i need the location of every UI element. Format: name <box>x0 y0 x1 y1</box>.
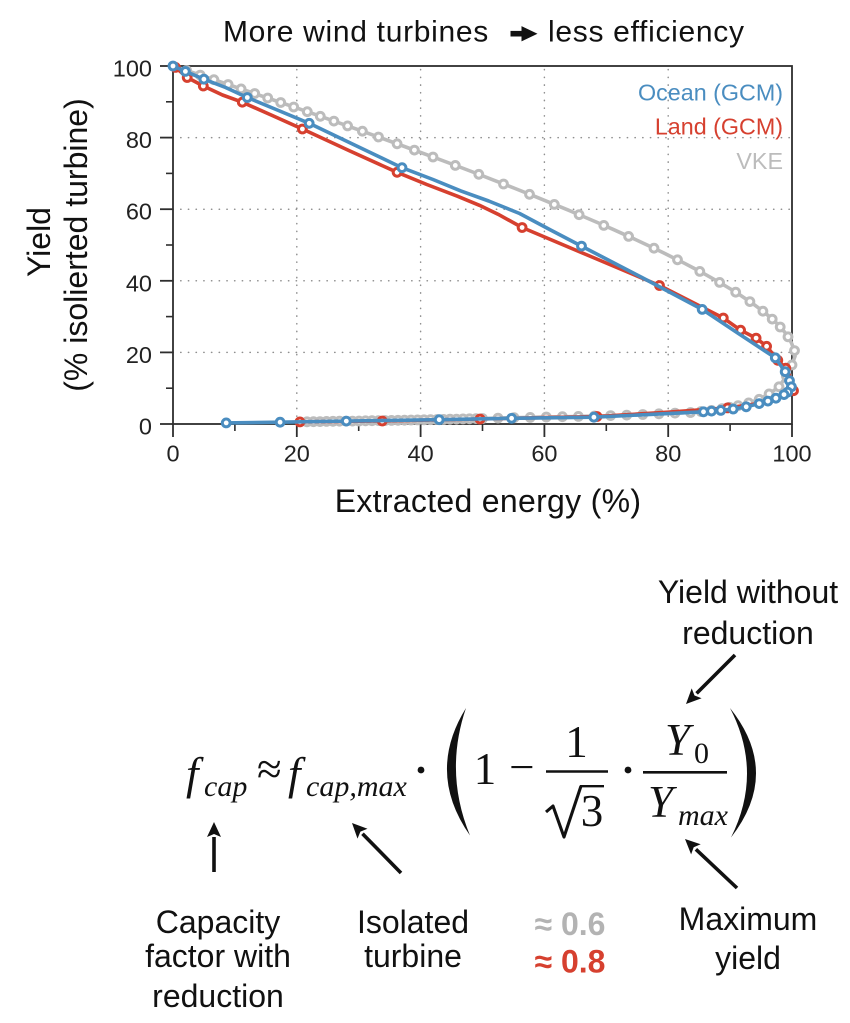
svg-text:less efficiency: less efficiency <box>548 16 745 49</box>
svg-text:VKE: VKE <box>736 148 783 174</box>
svg-text:turbine: turbine <box>364 938 462 974</box>
svg-text:More wind turbines: More wind turbines <box>223 16 489 49</box>
svg-text:80: 80 <box>655 441 681 467</box>
svg-text:40: 40 <box>126 270 152 296</box>
svg-text:Extracted energy (%): Extracted energy (%) <box>335 483 642 519</box>
svg-text:60: 60 <box>126 199 152 225</box>
svg-text:Capacity: Capacity <box>156 904 281 940</box>
svg-text:Isolated: Isolated <box>357 904 469 940</box>
svg-text:1: 1 <box>565 717 588 767</box>
svg-text:0: 0 <box>166 441 179 467</box>
svg-text:20: 20 <box>284 441 310 467</box>
svg-text:Ocean (GCM): Ocean (GCM) <box>638 80 783 106</box>
svg-text:40: 40 <box>408 441 434 467</box>
svg-text:reduction: reduction <box>152 978 284 1014</box>
svg-text:Yield without: Yield without <box>658 574 838 610</box>
svg-text:Yield: Yield <box>21 207 57 277</box>
svg-text:1: 1 <box>474 744 497 794</box>
svg-text:cap,max: cap,max <box>306 770 407 803</box>
svg-text:100: 100 <box>772 441 811 467</box>
svg-text:≈ 0.6: ≈ 0.6 <box>535 906 606 942</box>
svg-text:−: − <box>509 742 534 792</box>
svg-text:max: max <box>678 799 729 832</box>
svg-text:80: 80 <box>126 127 152 153</box>
svg-text:0: 0 <box>139 414 152 440</box>
svg-text:0: 0 <box>694 737 709 770</box>
svg-text:100: 100 <box>113 56 152 82</box>
svg-text:(% isolierted turbine): (% isolierted turbine) <box>58 98 94 391</box>
svg-text:3: 3 <box>581 786 604 836</box>
svg-text:f: f <box>288 749 306 799</box>
svg-text:f: f <box>186 749 204 799</box>
svg-text:Y: Y <box>665 715 695 765</box>
svg-text:Maximum: Maximum <box>679 901 818 937</box>
svg-text:factor with: factor with <box>145 938 291 974</box>
svg-text:cap: cap <box>204 770 247 803</box>
svg-text:Y: Y <box>648 777 678 827</box>
svg-text:Land (GCM): Land (GCM) <box>655 114 783 140</box>
svg-text:≈: ≈ <box>257 744 282 794</box>
svg-text:reduction: reduction <box>682 615 814 651</box>
svg-text:20: 20 <box>126 342 152 368</box>
svg-text:≈ 0.8: ≈ 0.8 <box>535 944 606 980</box>
svg-text:yield: yield <box>715 940 781 976</box>
svg-text:60: 60 <box>531 441 557 467</box>
